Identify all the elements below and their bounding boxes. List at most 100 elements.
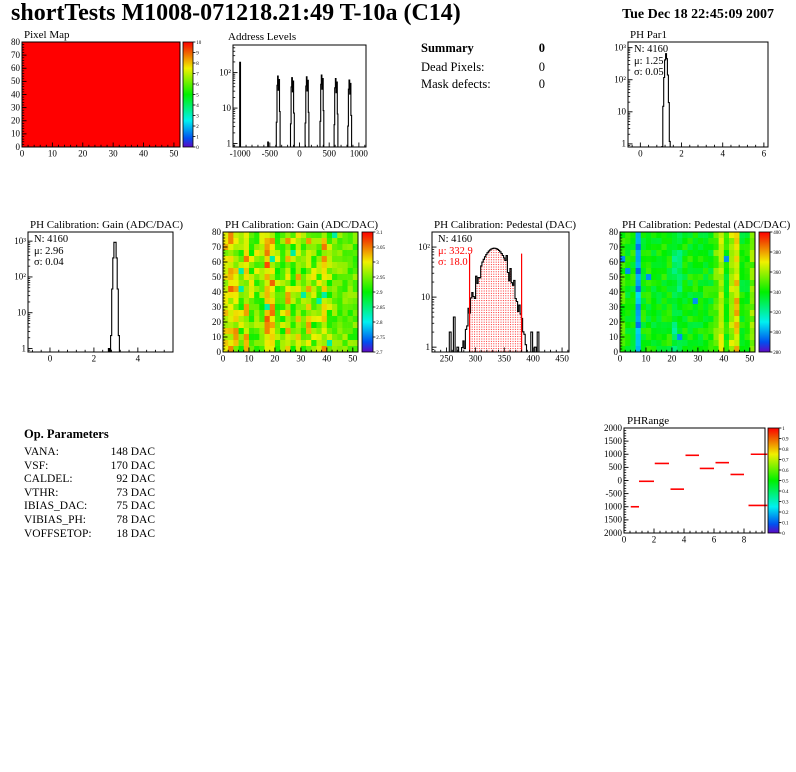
chart-title: PHRange [627, 415, 670, 427]
svg-text:0: 0 [217, 347, 222, 357]
svg-text:30: 30 [11, 102, 21, 112]
svg-text:30: 30 [212, 302, 222, 312]
stat-sigma: σ: 0.05 [634, 67, 664, 78]
gain-histogram-canvas: 0 2 4 1 10 10² 10³ [14, 231, 174, 364]
svg-text:-500: -500 [606, 488, 623, 498]
svg-text:10³: 10³ [614, 42, 626, 52]
svg-text:300: 300 [773, 331, 781, 336]
svg-text:4: 4 [196, 104, 199, 109]
svg-text:20: 20 [667, 354, 677, 364]
svg-text:2.85: 2.85 [376, 306, 385, 311]
op-parameter-label: CALDEL: [24, 473, 73, 486]
op-parameter-value: 78 DAC [116, 513, 155, 526]
stat-mean: μ: 332.9 [438, 245, 473, 257]
svg-text:10: 10 [196, 41, 202, 46]
summary-value: 0 [538, 41, 545, 55]
panel-address-levels: Address Levels -1000 -500 0 500 1000 1 10 10² [210, 28, 390, 164]
svg-text:40: 40 [11, 89, 21, 99]
svg-text:1: 1 [782, 427, 785, 432]
svg-text:0.7: 0.7 [782, 458, 789, 463]
svg-text:2.9: 2.9 [376, 291, 383, 296]
stats-box: N: 4160 μ: 332.9 σ: 18.0 [438, 234, 473, 269]
svg-text:0: 0 [614, 347, 619, 357]
svg-text:80: 80 [212, 227, 222, 237]
svg-text:340: 340 [773, 291, 781, 296]
svg-text:50: 50 [348, 354, 358, 364]
panel-pedestal-map: PH Calibration: Pedestal (ADC/DAC) 0 10 20… [592, 218, 796, 370]
timestamp: Tue Dec 18 22:45:09 2007 [622, 7, 774, 22]
panel-pedestal-histogram: PH Calibration: Pedestal (DAC) 250 300 350… [404, 218, 589, 370]
svg-text:10: 10 [641, 354, 651, 364]
svg-text:2.75: 2.75 [376, 336, 385, 341]
svg-text:0: 0 [638, 149, 643, 159]
svg-text:280: 280 [773, 351, 781, 356]
svg-text:60: 60 [11, 63, 21, 73]
op-parameter-label: VTHR: [24, 486, 59, 499]
op-parameter-label: IBIAS_DAC: [24, 500, 88, 513]
svg-text:1: 1 [196, 135, 199, 140]
svg-text:1: 1 [622, 139, 627, 149]
svg-text:20: 20 [270, 354, 280, 364]
stats-box: N: 4160 μ: 1.25 σ: 0.05 [634, 44, 668, 79]
chart-title: PH Calibration: Gain (ADC/DAC) [225, 219, 379, 231]
svg-text:0: 0 [618, 475, 623, 485]
stat-sigma: σ: 18.0 [438, 257, 468, 268]
svg-text:3.05: 3.05 [376, 246, 385, 251]
stat-entries: N: 4160 [34, 234, 69, 245]
svg-text:70: 70 [11, 50, 21, 60]
op-parameter-value: 18 DAC [116, 527, 155, 540]
svg-text:1000: 1000 [604, 449, 623, 459]
svg-text:2: 2 [652, 535, 657, 545]
svg-text:50: 50 [169, 149, 179, 159]
svg-text:10: 10 [222, 103, 232, 113]
svg-text:80: 80 [609, 227, 619, 237]
stat-sigma: σ: 0.04 [34, 257, 64, 268]
svg-text:10: 10 [244, 354, 254, 364]
svg-text:0.4: 0.4 [782, 490, 789, 495]
chart-title: Pixel Map [24, 29, 70, 41]
address-levels-canvas: -1000 -500 0 500 1000 1 10 10² [219, 44, 368, 159]
stat-entries: N: 4160 [438, 234, 473, 245]
op-parameter-row: IBIAS_DAC: 75 DAC [24, 500, 155, 514]
svg-text:1: 1 [227, 138, 232, 148]
svg-text:0: 0 [622, 535, 627, 545]
svg-text:3: 3 [196, 114, 199, 119]
svg-text:8: 8 [742, 535, 747, 545]
svg-text:0.3: 0.3 [782, 500, 789, 505]
panel-ph-par1: PH Par1 0 2 4 6 1 10 10² 10³ N: 4160 μ: 1.25 σ:… [606, 28, 796, 164]
svg-text:400: 400 [526, 354, 540, 364]
stat-mean: μ: 2.96 [34, 245, 64, 257]
svg-text:2000: 2000 [604, 423, 623, 433]
gain-map-canvas: 0 10 20 30 40 50 0 10 20 30 40 50 60 70 80 3.1 3.05 3 2.95… [212, 227, 385, 364]
svg-text:10: 10 [11, 129, 21, 139]
stat-entries: N: 4160 [634, 44, 669, 55]
ph-par1-canvas: 0 2 4 6 1 10 10² 10³ [614, 41, 769, 159]
panel-gain-map: PH Calibration: Gain (ADC/DAC) 0 10 20 30 40… [195, 218, 400, 370]
chart-title: Address Levels [228, 31, 297, 43]
svg-text:0: 0 [196, 146, 199, 151]
op-parameter-row: VANA: 148 DAC [24, 446, 155, 460]
pedestal-map-canvas: 0 10 20 30 40 50 0 10 20 30 40 50 60 70 80 400 380 360 340… [609, 227, 781, 364]
summary-row: Mask defects: 0 [421, 76, 545, 93]
svg-text:500: 500 [609, 462, 623, 472]
svg-text:20: 20 [212, 317, 222, 327]
svg-text:1: 1 [426, 342, 431, 352]
op-parameter-label: VANA: [24, 446, 59, 458]
svg-text:0.1: 0.1 [782, 521, 789, 526]
svg-text:50: 50 [212, 272, 222, 282]
svg-text:70: 70 [212, 242, 222, 252]
summary-row-label: Dead Pixels: [421, 60, 485, 74]
op-parameter-value: 75 DAC [116, 500, 155, 513]
svg-text:10: 10 [48, 149, 58, 159]
pedestal-histogram-canvas: 250 300 350 400 450 1 10 10² [418, 231, 570, 364]
svg-text:6: 6 [762, 149, 767, 159]
svg-text:2.7: 2.7 [376, 351, 383, 356]
ph-range-canvas: 0 2 4 6 8 2000 1500 1000 500 0 -500 1000 1500 2000 1 0.… [604, 423, 789, 545]
svg-text:500: 500 [322, 149, 336, 159]
summary-row-value: 0 [538, 60, 545, 74]
svg-text:10: 10 [609, 332, 619, 342]
chart-title: PH Calibration: Pedestal (DAC) [434, 219, 577, 231]
svg-text:0: 0 [297, 149, 302, 159]
panel-pixel-map: Pixel Map 0 10 20 30 40 50 0 10 20 30 40 50 60 70 80 10… [0, 28, 212, 164]
